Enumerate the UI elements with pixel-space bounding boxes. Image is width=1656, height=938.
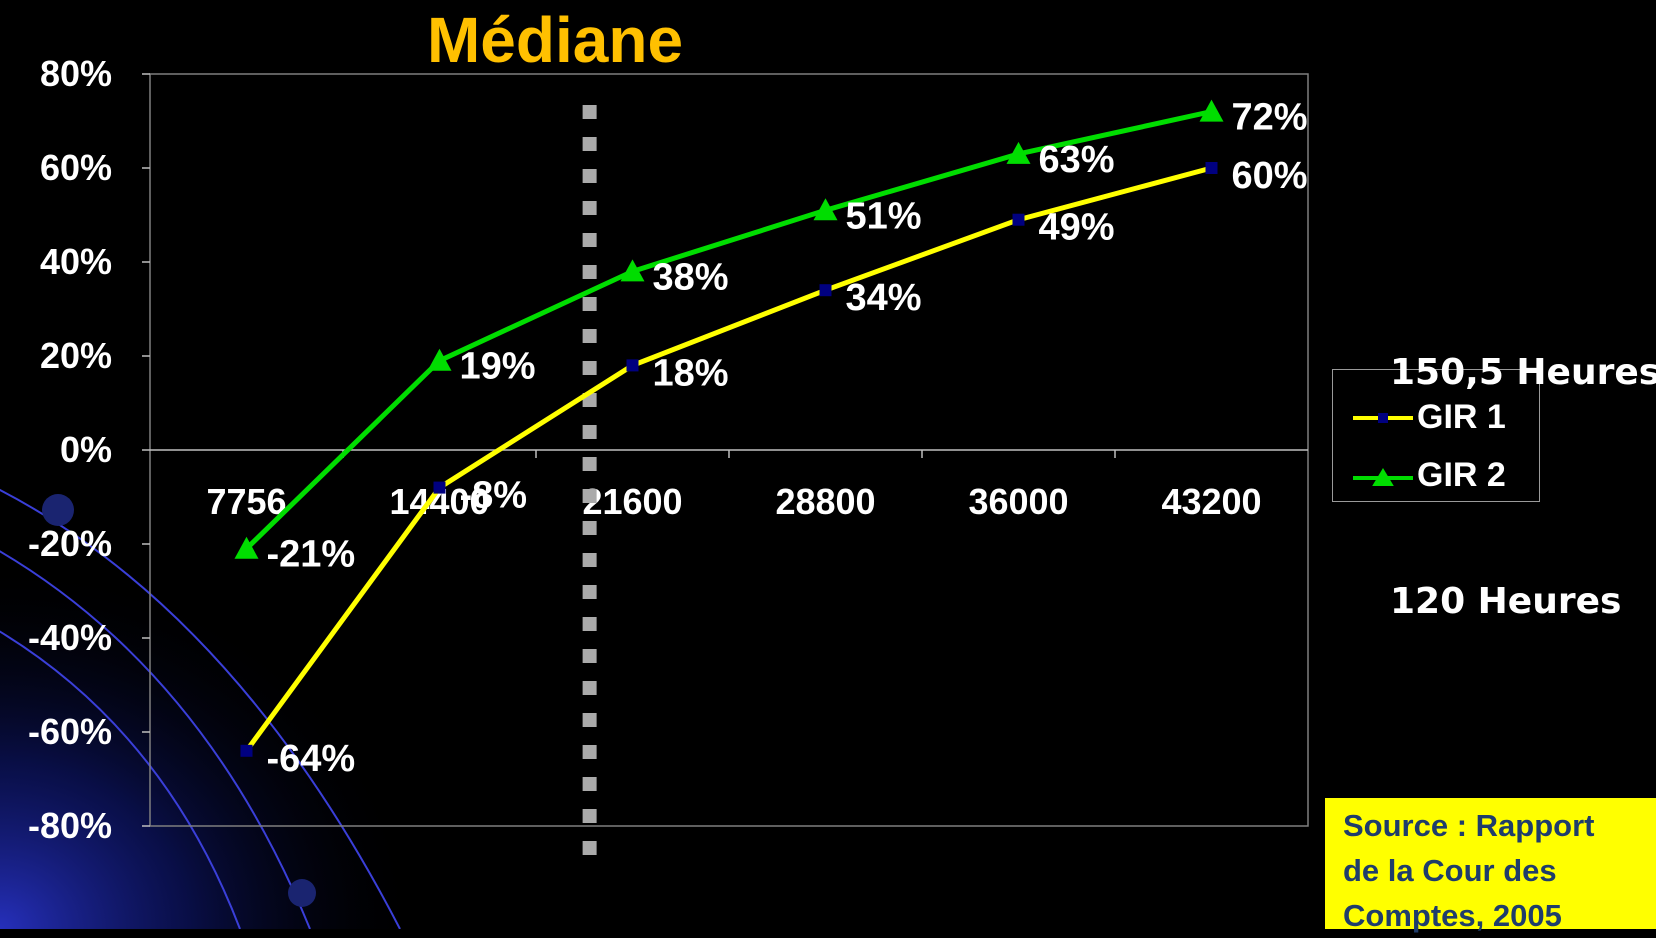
source-box: Source : Rapport de la Cour des Comptes,… [1325, 798, 1656, 933]
y-tick-label: -20% [28, 523, 112, 564]
data-point [626, 359, 639, 372]
data-label: -8% [460, 475, 528, 517]
chart-legend: GIR 1 GIR 2 [1332, 369, 1540, 502]
data-point [240, 744, 253, 757]
x-tick-label: 36000 [968, 481, 1068, 522]
data-label: 49% [1039, 207, 1115, 249]
legend-label-gir2: GIR 2 [1417, 456, 1506, 494]
data-label: 72% [1232, 97, 1308, 139]
legend-item-gir1: GIR 1 [1353, 398, 1506, 437]
x-tick-label: 28800 [775, 481, 875, 522]
data-point [1205, 162, 1218, 174]
x-tick-label: 43200 [1161, 481, 1261, 522]
source-line: Source : Rapport [1343, 808, 1595, 843]
y-tick-label: 40% [40, 241, 112, 282]
x-tick-label: 21600 [582, 481, 682, 522]
data-point [433, 481, 446, 494]
data-point [819, 284, 832, 297]
series-line-gir2 [244, 109, 1213, 551]
legend-swatch-gir1 [1353, 412, 1413, 423]
source-line: Comptes, 2005 [1343, 898, 1562, 933]
data-label: -21% [267, 534, 356, 576]
chart-series [234, 99, 1224, 757]
legend-label-gir1: GIR 1 [1417, 398, 1506, 436]
data-label: 19% [460, 346, 536, 388]
y-tick-label: -60% [28, 711, 112, 752]
chart-title: Médiane [426, 4, 684, 76]
series-line-gir1 [244, 165, 1213, 753]
data-point [1199, 99, 1224, 122]
data-point [427, 348, 452, 371]
y-tick-label: 80% [40, 53, 112, 94]
data-point [620, 259, 645, 282]
data-point [234, 536, 259, 559]
data-label: 18% [653, 352, 729, 394]
y-tick-label: 60% [40, 147, 112, 188]
hours-high-note: 150,5 Heures [1390, 352, 1656, 393]
y-tick-label: -40% [28, 617, 112, 658]
data-label: 60% [1232, 155, 1308, 197]
data-labels: -64% -8% 18% 34% 49% 60% -21% 19% 38% 51% 63% 72% [267, 97, 1308, 780]
data-point [1012, 213, 1025, 226]
data-label: 38% [653, 256, 729, 298]
data-point [813, 198, 838, 221]
decor-arc [0, 550, 311, 929]
decor-dot [42, 494, 74, 526]
y-tick-label: 20% [40, 335, 112, 376]
hours-low-note: 120 Heures [1390, 581, 1622, 622]
decor-arc [0, 630, 241, 929]
data-label: 63% [1039, 139, 1115, 181]
chart-axes: 80%60%40%20%0%-20%-40%-60%-80%7756 14400 2… [28, 53, 1309, 846]
legend-item-gir2: GIR 2 [1353, 456, 1506, 495]
legend-swatch-gir2 [1353, 467, 1413, 486]
data-label: 34% [846, 277, 922, 319]
decor-dot [288, 879, 316, 907]
data-point [1006, 141, 1031, 164]
source-line: de la Cour des [1343, 853, 1557, 888]
data-label: -64% [267, 738, 356, 780]
data-label: 51% [846, 195, 922, 237]
y-tick-label: -80% [28, 805, 112, 846]
y-tick-label: 0% [60, 429, 112, 470]
x-tick-label: 7756 [206, 481, 286, 522]
